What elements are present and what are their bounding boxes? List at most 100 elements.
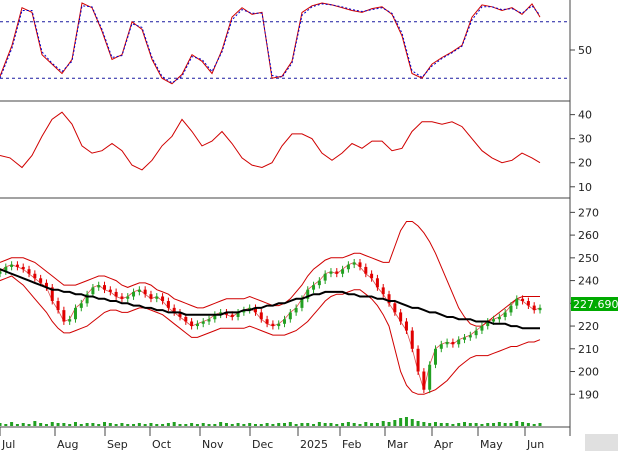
volume-bar-71 bbox=[410, 419, 414, 426]
candle-body-46 bbox=[265, 319, 269, 324]
x-tick-label-7: Feb bbox=[342, 438, 361, 451]
volume-bar-25 bbox=[143, 424, 147, 426]
volume-bar-68 bbox=[393, 420, 397, 426]
candle-body-25 bbox=[143, 289, 147, 295]
x-tick-label-9: Apr bbox=[434, 438, 454, 451]
volume-bar-35 bbox=[201, 423, 205, 426]
volume-bar-10 bbox=[56, 423, 60, 426]
volume-bar-67 bbox=[387, 422, 391, 426]
candle-body-39 bbox=[224, 312, 228, 315]
candle-body-80 bbox=[463, 337, 467, 340]
candle-body-83 bbox=[480, 326, 484, 331]
candle-body-11 bbox=[62, 310, 66, 322]
volume-bar-4 bbox=[21, 423, 25, 426]
candle-body-77 bbox=[445, 341, 449, 345]
candle-body-65 bbox=[375, 278, 379, 288]
candle-body-63 bbox=[364, 266, 368, 274]
moving-average-line bbox=[0, 268, 540, 330]
volume-bar-61 bbox=[352, 423, 356, 426]
candle-body-61 bbox=[352, 262, 356, 265]
candle-body-91 bbox=[526, 301, 530, 306]
candle-body-26 bbox=[149, 294, 153, 299]
candle-body-57 bbox=[329, 271, 333, 274]
volume-bar-21 bbox=[120, 423, 124, 426]
x-tick-label-2: Sep bbox=[107, 438, 128, 451]
volume-bar-29 bbox=[166, 423, 170, 426]
candle-body-66 bbox=[381, 287, 385, 295]
volume-bar-76 bbox=[439, 423, 443, 426]
candle-body-73 bbox=[422, 371, 426, 390]
volume-bar-51 bbox=[294, 424, 298, 426]
x-tick-label-10: May bbox=[480, 438, 503, 451]
stochastic-panel bbox=[0, 2, 570, 85]
candle-body-42 bbox=[242, 310, 246, 313]
candle-body-0 bbox=[0, 271, 2, 274]
x-tick-label-4: Nov bbox=[202, 438, 224, 451]
volume-bar-11 bbox=[62, 423, 66, 426]
volume-bar-5 bbox=[27, 424, 31, 426]
candle-body-59 bbox=[341, 269, 345, 274]
candle-body-62 bbox=[358, 262, 362, 267]
candle-body-78 bbox=[451, 341, 455, 345]
candle-body-34 bbox=[195, 323, 199, 327]
candle-body-71 bbox=[410, 330, 414, 349]
scrollbar-corner[interactable] bbox=[585, 434, 618, 451]
candle-body-53 bbox=[306, 289, 310, 299]
candle-body-40 bbox=[230, 314, 234, 317]
volume-bar-62 bbox=[358, 424, 362, 426]
volume-bar-24 bbox=[137, 423, 141, 426]
volume-bar-33 bbox=[190, 423, 194, 426]
candle-body-76 bbox=[439, 344, 443, 349]
candle-body-90 bbox=[521, 298, 525, 302]
candle-body-54 bbox=[312, 285, 316, 290]
volume-bar-3 bbox=[15, 424, 19, 426]
volume-panel bbox=[0, 417, 542, 426]
candle-body-75 bbox=[433, 348, 437, 365]
candle-body-28 bbox=[161, 296, 165, 302]
volume-bar-9 bbox=[50, 422, 54, 426]
candle-body-41 bbox=[236, 312, 240, 317]
adx-y-tick-label-2: 20 bbox=[578, 157, 592, 170]
volume-bar-34 bbox=[195, 424, 199, 426]
volume-bar-20 bbox=[114, 424, 118, 426]
candle-body-21 bbox=[120, 296, 124, 299]
candle-body-10 bbox=[56, 301, 60, 311]
candle-body-1 bbox=[4, 266, 8, 272]
price-y-tick-label-6: 210 bbox=[578, 343, 599, 356]
candle-body-18 bbox=[103, 285, 107, 290]
candle-body-49 bbox=[283, 319, 287, 324]
candle-body-47 bbox=[271, 323, 275, 327]
candle-body-67 bbox=[387, 294, 391, 304]
volume-bar-23 bbox=[132, 424, 136, 426]
candle-body-60 bbox=[346, 264, 350, 270]
price-y-tick-label-8: 190 bbox=[578, 388, 599, 401]
price-y-tick-label-3: 240 bbox=[578, 275, 599, 288]
price-panel bbox=[0, 221, 542, 395]
volume-bar-91 bbox=[526, 423, 530, 426]
volume-bar-56 bbox=[323, 423, 327, 426]
last-price-label: 227.6900 bbox=[573, 298, 618, 311]
bollinger-upper-band bbox=[0, 221, 540, 327]
volume-bar-18 bbox=[103, 422, 107, 426]
volume-bar-30 bbox=[172, 422, 176, 426]
candle-body-19 bbox=[108, 289, 112, 292]
price-y-tick-label-5: 220 bbox=[578, 320, 599, 333]
candle-body-16 bbox=[91, 287, 95, 295]
volume-bar-46 bbox=[265, 423, 269, 426]
volume-bar-86 bbox=[497, 422, 501, 426]
candle-body-58 bbox=[335, 271, 339, 274]
x-tick-label-11: Jun bbox=[526, 438, 544, 451]
candle-body-50 bbox=[288, 312, 292, 320]
price-y-tick-label-2: 250 bbox=[578, 252, 599, 265]
volume-bar-0 bbox=[0, 423, 2, 426]
candle-body-6 bbox=[33, 273, 37, 279]
volume-bar-6 bbox=[33, 421, 37, 426]
volume-bar-41 bbox=[236, 423, 240, 426]
x-tick-label-8: Mar bbox=[387, 438, 408, 451]
volume-bar-47 bbox=[271, 424, 275, 426]
volume-bar-50 bbox=[288, 422, 292, 426]
volume-bar-39 bbox=[224, 423, 228, 426]
candle-body-86 bbox=[497, 316, 501, 320]
candle-body-3 bbox=[15, 264, 19, 267]
